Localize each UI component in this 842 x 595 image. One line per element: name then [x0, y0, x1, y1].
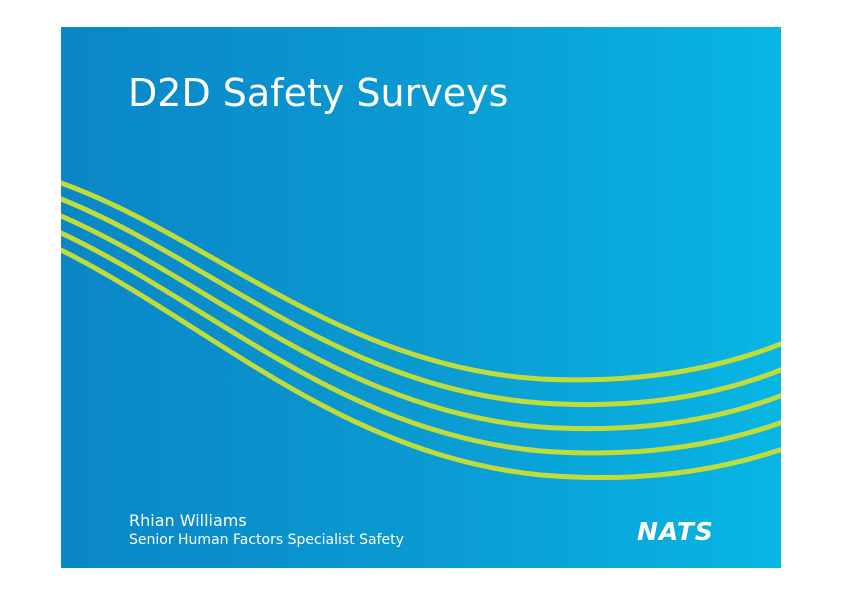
presenter-role: Senior Human Factors Specialist Safety — [129, 532, 404, 548]
wave-line — [61, 230, 781, 456]
presenter-name: Rhian Williams — [129, 511, 247, 530]
wave-line — [61, 247, 781, 481]
wave-line — [61, 213, 781, 432]
wave-line — [61, 180, 781, 383]
wave-line — [61, 196, 781, 408]
slide-title: D2D Safety Surveys — [128, 71, 509, 115]
nats-logo: NATS — [637, 517, 714, 543]
wave-lines-decoration — [61, 180, 781, 481]
nats-logo-text: NATS — [637, 517, 714, 543]
presenter-block: Rhian Williams Senior Human Factors Spec… — [129, 511, 404, 550]
title-slide: D2D Safety Surveys Rhian Williams Senior… — [61, 27, 781, 568]
